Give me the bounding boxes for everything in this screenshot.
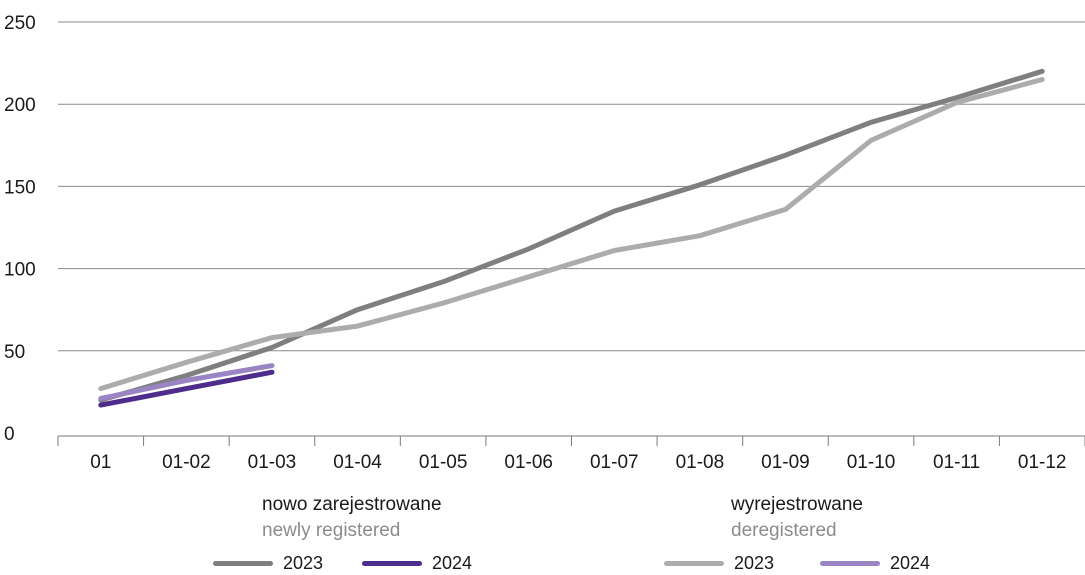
x-axis: 01 01-02 01-03 01-04 01-05 01-06 01-07 01-08 01-… xyxy=(57,435,1085,473)
legend-title-newly-pl: nowo zarejestrowane xyxy=(262,494,442,515)
series-line-deregistered-2024 xyxy=(98,363,275,401)
y-tick-label: 0 xyxy=(4,424,15,445)
x-tick-label: 01-12 xyxy=(1018,452,1067,473)
legend-title-deregistered-pl: wyrejestrowane xyxy=(731,494,863,515)
legend-label-newly-2024: 2024 xyxy=(432,553,473,573)
x-tick-label: 01-10 xyxy=(847,452,896,473)
y-tick-label: 50 xyxy=(4,342,25,363)
series-line-newly-2024 xyxy=(98,369,275,408)
x-tick-label: 01-07 xyxy=(590,452,639,473)
legend-title-deregistered-en: deregistered xyxy=(731,520,837,541)
y-tick-label: 250 xyxy=(4,13,36,34)
legend-swatch-deregistered-2024 xyxy=(820,561,880,566)
gridlines xyxy=(58,21,1085,352)
x-tick-label: 01-02 xyxy=(162,452,211,473)
legend-newly-registered: nowo zarejestrowane newly registered xyxy=(262,492,442,544)
x-tick-label: 01-05 xyxy=(419,452,468,473)
legend-swatch-newly-2024 xyxy=(362,561,422,566)
legend-label-deregistered-2023: 2023 xyxy=(734,553,775,573)
legend-item-deregistered-2024: 2024 xyxy=(820,553,930,574)
x-tick-label: 01-04 xyxy=(333,452,382,473)
legend-deregistered: wyrejestrowane deregistered xyxy=(731,492,863,544)
x-tick-label: 01-03 xyxy=(248,452,297,473)
legend-item-deregistered-2023: 2023 xyxy=(664,553,774,574)
y-axis-ticks: 0 50 100 150 200 250 xyxy=(4,13,36,445)
legend-item-newly-2024: 2024 xyxy=(362,553,472,574)
series-lines xyxy=(98,68,1045,408)
legend-swatch-newly-2023 xyxy=(213,561,273,566)
legend-title-newly-en: newly registered xyxy=(262,520,401,541)
legend-label-newly-2023: 2023 xyxy=(283,553,324,573)
y-tick-label: 100 xyxy=(4,260,36,281)
legend-label-deregistered-2024: 2024 xyxy=(890,553,931,573)
legend-item-newly-2023: 2023 xyxy=(213,553,323,574)
y-tick-label: 200 xyxy=(4,95,36,116)
x-tick-label: 01-08 xyxy=(676,452,725,473)
series-line-deregistered-2023 xyxy=(98,77,1045,392)
y-tick-label: 150 xyxy=(4,177,36,198)
x-tick-label: 01-06 xyxy=(504,452,553,473)
legend-swatch-deregistered-2023 xyxy=(664,561,724,566)
x-tick-label: 01-11 xyxy=(933,452,980,473)
series-line-newly-2023 xyxy=(98,68,1045,403)
legend-items: 2023 2024 2023 2024 xyxy=(0,553,1085,575)
x-tick-label: 01-09 xyxy=(761,452,810,473)
x-tick-label: 01 xyxy=(90,452,111,473)
